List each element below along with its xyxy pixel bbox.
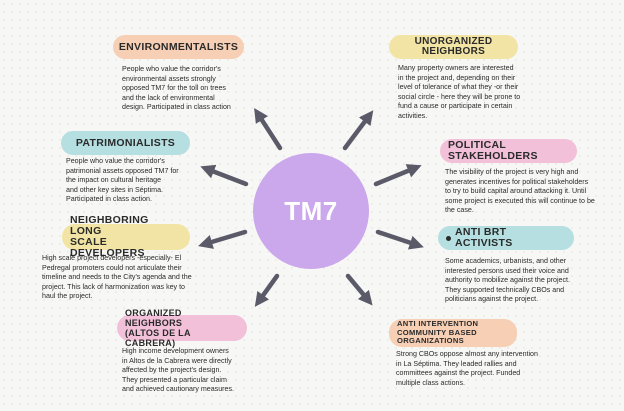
title-line: ANTI INTERVENTION (397, 319, 479, 329)
desc-line: Many property owners are interested (398, 64, 514, 72)
desc-line: They supported technically CBOs and (445, 285, 565, 294)
desc-line: and the lack of environmental (122, 93, 215, 102)
long-scale-developers-title: NEIGHBORING LONG SCALE DEVELOPERS (62, 215, 190, 259)
desc-line: level of tolerance of what they -or thei… (398, 83, 519, 92)
patrimonialists-title: PATRIMONIALISTS (61, 131, 190, 155)
desc-line: High scale project developers -especiall… (42, 254, 182, 262)
desc-line: Pedregal promoters could not articulate … (42, 263, 182, 272)
title-line: ORGANIZED NEIGHBORS (125, 308, 183, 328)
arrow-unorganized-neighbors (342, 110, 374, 151)
desc-line: People who value the corridor's (66, 157, 165, 165)
environmentalists-description: People who value the corridor's environm… (122, 65, 272, 113)
desc-line: some project is executed this will conti… (445, 196, 595, 205)
title-line: (ALTOS DE LA CABRERA) (125, 328, 191, 348)
desc-line: committees against the project. Funded (396, 369, 521, 378)
desc-line: authority to mobilize against the projec… (445, 276, 570, 285)
desc-line: High income development owners (122, 347, 229, 355)
political-stakeholders-title-text: POLITICAL STAKEHOLDERS (448, 139, 538, 162)
organized-neighbors-description: High income development owners in Altos … (122, 347, 262, 395)
desc-line: Participated in class action. (66, 195, 152, 204)
desc-line: Some academics, urbanists, and other (445, 257, 567, 265)
center-node: TM7 (253, 153, 369, 269)
title-line: SCALE DEVELOPERS (70, 236, 145, 259)
organized-neighbors-title: ORGANIZED NEIGHBORS (ALTOS DE LA CABRERA… (117, 308, 247, 348)
desc-line: activities. (398, 111, 428, 120)
desc-line: patrimonial assets opposed TM7 for (66, 166, 179, 175)
title-line: UNORGANIZED (414, 36, 493, 47)
patrimonialists-title-text: PATRIMONIALISTS (75, 136, 176, 149)
desc-line: timeline and needs to the City's agenda … (42, 273, 192, 282)
arrow-patrimonialists (200, 164, 249, 187)
desc-line: affected by the project's design. (122, 366, 222, 375)
desc-line: They presented a particular claim (122, 375, 227, 384)
desc-line: opposed TM7 for the toll on trees (122, 84, 226, 93)
desc-line: People who value the corridor's (122, 65, 221, 73)
desc-line: The visibility of the project is very hi… (445, 168, 579, 176)
desc-line: multiple class actions. (396, 378, 465, 387)
desc-line: in the project and, depending on their (398, 73, 516, 82)
title-line: NEIGHBORING LONG (70, 214, 149, 237)
title-line: COMMUNITY BASED (397, 327, 477, 337)
anti-brt-title: ANTI BRT ACTIVISTS (438, 226, 574, 250)
title-line: ORGANIZATIONS (397, 336, 465, 346)
arrow-environmentalists (254, 107, 283, 151)
bullet-dot-icon (446, 235, 451, 241)
desc-line: to try to build capital around attacking… (445, 187, 587, 196)
title-line: NEIGHBORS (421, 46, 486, 57)
patrimonialists-description: People who value the corridor's patrimon… (66, 157, 216, 205)
desc-line: social circle - here they will be prone … (398, 92, 521, 101)
environmentalists-title: ENVIRONMENTALISTS (113, 35, 244, 59)
unorganized-neighbors-description: Many property owners are interested in t… (398, 64, 558, 122)
desc-line: the impact on cultural heritage (66, 176, 162, 185)
arrow-organized-neighbors (254, 273, 280, 307)
environmentalists-title-text: ENVIRONMENTALISTS (118, 40, 239, 53)
desc-line: design. Participated in class action (122, 103, 231, 112)
anti-intervention-description: Strong CBOs oppose almost any interventi… (396, 350, 566, 388)
desc-line: interested persons used their voice and (445, 266, 569, 275)
desc-line: and achieved cautionary measures. (122, 385, 234, 394)
desc-line: Strong CBOs oppose almost any interventi… (396, 350, 538, 358)
desc-line: politicians against the project. (445, 295, 539, 304)
political-stakeholders-description: The visibility of the project is very hi… (445, 168, 620, 216)
anti-intervention-title: ANTI INTERVENTION COMMUNITY BASED ORGANI… (389, 319, 517, 347)
desc-line: project. This lack of harmonization was … (42, 282, 185, 291)
desc-line: in Altos de la Cabrera were directly (122, 356, 232, 365)
arrow-anti-intervention (345, 273, 373, 306)
center-label: TM7 (284, 195, 338, 226)
arrow-political-stakeholders (373, 164, 422, 187)
desc-line: generates incentives for political stake… (445, 177, 589, 186)
arrow-long-scale-developers (198, 229, 248, 249)
political-stakeholders-title: POLITICAL STAKEHOLDERS (440, 139, 577, 163)
desc-line: and other key sites in Séptima. (66, 185, 163, 194)
arrow-anti-brt (375, 229, 424, 250)
anti-brt-title-text: ANTI BRT ACTIVISTS (454, 226, 513, 249)
anti-brt-description: Some academics, urbanists, and other int… (445, 257, 605, 305)
desc-line: fund a cause or participate in certain (398, 102, 513, 111)
desc-line: in La Séptima. They leaded rallies and (396, 359, 517, 368)
desc-line: environmental assets strongly (122, 74, 216, 83)
desc-line: the case. (445, 206, 474, 215)
desc-line: haul the project. (42, 292, 93, 301)
long-scale-developers-description: High scale project developers -especiall… (42, 254, 217, 302)
unorganized-neighbors-title: UNORGANIZED NEIGHBORS (389, 35, 518, 59)
